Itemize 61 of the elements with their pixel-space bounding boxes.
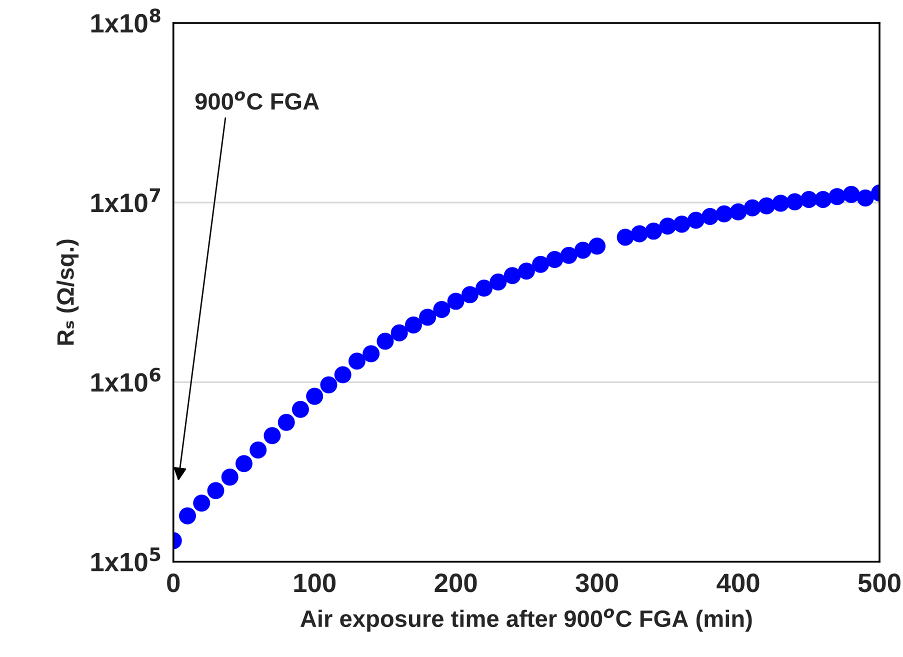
point <box>419 308 436 326</box>
point <box>772 194 790 212</box>
point <box>574 242 592 259</box>
point <box>856 190 874 207</box>
point <box>306 388 324 405</box>
point <box>221 468 238 486</box>
point <box>532 256 550 273</box>
point <box>616 228 634 246</box>
point <box>376 332 394 350</box>
point <box>630 225 648 242</box>
point <box>250 441 267 458</box>
point <box>264 427 281 444</box>
point <box>433 300 450 318</box>
y-tick-label: 1x10$^{8}$ <box>91 8 160 33</box>
point <box>814 191 832 208</box>
point <box>702 208 719 226</box>
point <box>758 197 776 214</box>
point <box>235 455 252 472</box>
point <box>659 218 676 235</box>
y-axis-title: Rₛ (Ω/sq.) <box>56 240 79 345</box>
point <box>178 507 196 524</box>
x-tick-label: 0 <box>167 574 180 592</box>
point <box>461 286 478 304</box>
point <box>560 246 578 264</box>
point <box>404 316 422 334</box>
point <box>786 193 804 210</box>
y-tick-label: 1x10$^{6}$ <box>91 368 161 392</box>
point <box>390 324 408 342</box>
point <box>476 280 493 297</box>
point <box>645 222 662 240</box>
point <box>842 186 860 203</box>
point <box>716 205 733 222</box>
y-tick-label: 1x10$^{5}$ <box>91 548 160 572</box>
point <box>278 414 295 431</box>
x-tick-label: 500 <box>858 574 900 592</box>
x-tick-label: 400 <box>716 574 760 592</box>
y-tick-label: 1x10$^{7}$ <box>91 188 160 212</box>
point <box>673 216 690 233</box>
point <box>800 191 818 208</box>
x-tick-label: 100 <box>294 574 336 592</box>
point <box>744 199 761 216</box>
point <box>447 292 464 310</box>
point <box>334 366 352 384</box>
point <box>348 352 366 370</box>
point <box>193 494 210 512</box>
point <box>320 376 338 394</box>
point <box>207 482 224 500</box>
point <box>588 238 606 255</box>
x-tick-label: 200 <box>434 574 477 592</box>
point <box>362 345 380 362</box>
point <box>828 188 846 206</box>
point <box>730 203 747 220</box>
annotation: 900$^{o}$C FGA <box>195 91 320 110</box>
point <box>687 212 704 229</box>
x-tick-label: 300 <box>576 574 618 592</box>
point <box>490 274 507 291</box>
point <box>518 262 535 280</box>
point <box>292 400 309 418</box>
point <box>504 267 521 284</box>
x-axis-title: Air exposure time after 900$^{o}$C FGA (min) <box>300 608 752 632</box>
point <box>546 250 564 268</box>
